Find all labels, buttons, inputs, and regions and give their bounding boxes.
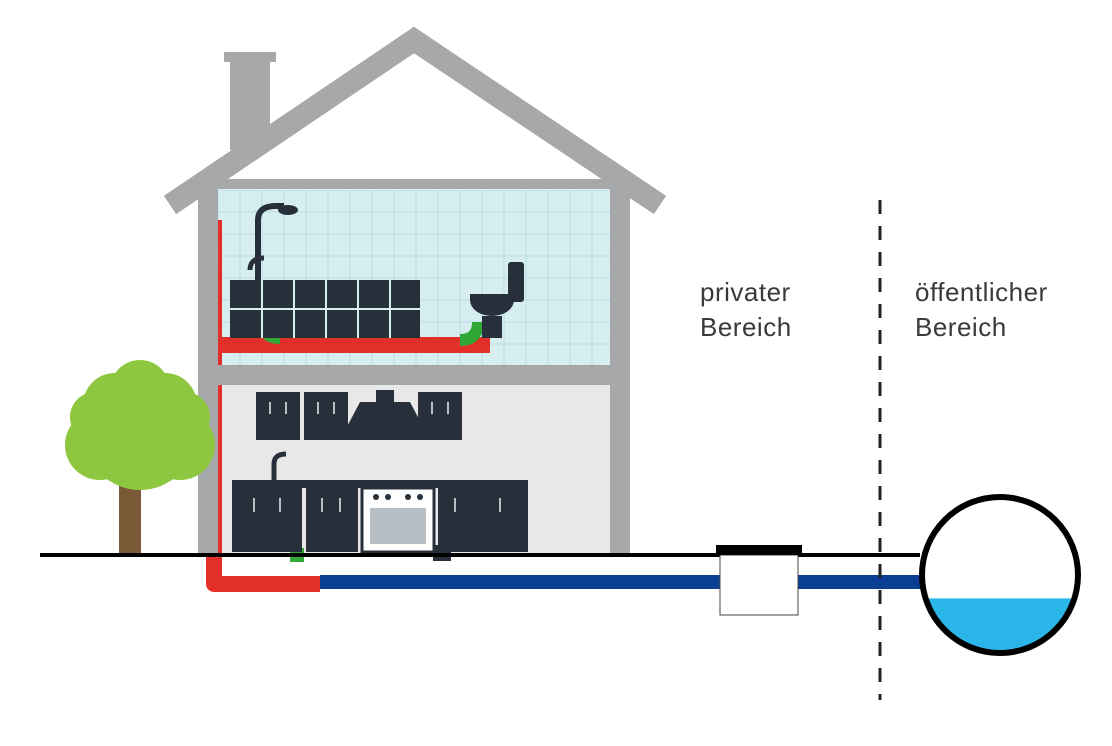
label-private-line1: privater — [700, 277, 791, 307]
toilet-tank — [508, 262, 524, 302]
floor-slab — [198, 365, 630, 385]
chimney — [230, 60, 270, 150]
label-private-line2: Bereich — [700, 312, 792, 342]
label-public: öffentlicher Bereich — [915, 275, 1048, 345]
house-drainage-diagram — [0, 0, 1112, 746]
shower-head-icon — [278, 205, 298, 215]
inspection-lid — [716, 545, 802, 555]
toilet-base — [482, 316, 502, 338]
inspection-chamber — [720, 555, 798, 615]
lower-cabinet — [232, 488, 302, 552]
upper-cabinet — [256, 392, 300, 440]
sewer-water — [922, 598, 1078, 746]
label-public-line1: öffentlicher — [915, 277, 1048, 307]
label-public-line2: Bereich — [915, 312, 1007, 342]
label-private: privater Bereich — [700, 275, 792, 345]
tree-foliage — [65, 360, 215, 490]
